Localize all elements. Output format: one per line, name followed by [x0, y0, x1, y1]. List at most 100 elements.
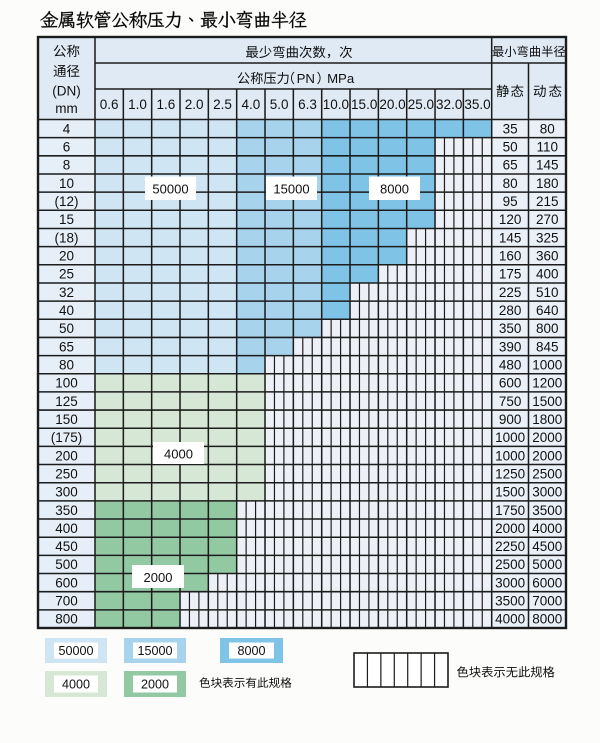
svg-text:125: 125 [55, 394, 78, 409]
svg-text:175: 175 [499, 267, 522, 282]
svg-text:15000: 15000 [273, 182, 309, 197]
svg-text:8: 8 [63, 158, 71, 173]
svg-text:3000: 3000 [495, 575, 525, 590]
svg-text:4500: 4500 [532, 539, 562, 554]
svg-text:80: 80 [59, 357, 74, 372]
svg-text:350: 350 [499, 321, 522, 336]
svg-text:360: 360 [536, 249, 559, 264]
svg-text:35: 35 [503, 121, 518, 136]
svg-text:1750: 1750 [495, 503, 525, 518]
svg-text:145: 145 [536, 158, 559, 173]
svg-text:10.0: 10.0 [323, 97, 349, 112]
svg-text:5.0: 5.0 [270, 97, 289, 112]
svg-text:160: 160 [499, 249, 522, 264]
svg-text:50: 50 [503, 140, 518, 155]
svg-text:4: 4 [63, 121, 71, 136]
svg-text:(18): (18) [54, 230, 78, 245]
svg-text:5000: 5000 [532, 557, 562, 572]
svg-text:2500: 2500 [495, 557, 525, 572]
svg-text:900: 900 [499, 412, 522, 427]
svg-text:4000: 4000 [532, 521, 562, 536]
svg-text:200: 200 [55, 448, 78, 463]
svg-text:180: 180 [536, 176, 559, 191]
svg-text:2250: 2250 [495, 539, 525, 554]
svg-text:40: 40 [59, 303, 74, 318]
svg-text:400: 400 [536, 267, 559, 282]
svg-text:8000: 8000 [380, 182, 409, 197]
svg-text:mm: mm [55, 101, 78, 116]
svg-text:300: 300 [55, 485, 78, 500]
svg-text:65: 65 [59, 339, 74, 354]
svg-text:640: 640 [536, 303, 559, 318]
svg-text:50000: 50000 [58, 644, 93, 658]
svg-text:280: 280 [499, 303, 522, 318]
svg-text:4000: 4000 [62, 678, 90, 692]
svg-text:110: 110 [536, 140, 558, 155]
svg-text:8000: 8000 [532, 612, 562, 627]
svg-text:3500: 3500 [495, 594, 525, 609]
svg-text:2000: 2000 [495, 521, 525, 536]
svg-text:6.3: 6.3 [298, 97, 317, 112]
svg-text:7000: 7000 [532, 594, 562, 609]
svg-text:25: 25 [59, 267, 74, 282]
svg-text:(DN): (DN) [52, 84, 81, 99]
svg-text:1200: 1200 [532, 376, 562, 391]
svg-text:1.0: 1.0 [128, 97, 147, 112]
svg-text:32.0: 32.0 [436, 97, 462, 112]
svg-text:450: 450 [55, 539, 78, 554]
svg-text:1.6: 1.6 [156, 97, 175, 112]
svg-text:6: 6 [63, 140, 71, 155]
svg-text:325: 325 [536, 230, 559, 245]
svg-text:1500: 1500 [532, 394, 562, 409]
svg-text:PN: PN [297, 71, 315, 86]
svg-text:480: 480 [499, 357, 522, 372]
svg-text:250: 250 [55, 466, 78, 481]
svg-text:32: 32 [59, 285, 74, 300]
svg-text:25.0: 25.0 [408, 97, 434, 112]
svg-text:2000: 2000 [141, 678, 169, 692]
svg-text:50: 50 [59, 321, 74, 336]
svg-text:500: 500 [55, 557, 78, 572]
svg-text:400: 400 [55, 521, 78, 536]
svg-text:270: 270 [536, 212, 559, 227]
svg-text:4000: 4000 [164, 446, 193, 461]
svg-text:80: 80 [540, 121, 555, 136]
svg-text:3500: 3500 [532, 503, 562, 518]
svg-text:2500: 2500 [532, 466, 562, 481]
svg-text:2.0: 2.0 [185, 97, 204, 112]
svg-text:215: 215 [536, 194, 559, 209]
svg-text:95: 95 [503, 194, 518, 209]
svg-text:100: 100 [55, 376, 78, 391]
svg-text:0.6: 0.6 [100, 97, 119, 112]
svg-text:3000: 3000 [532, 485, 562, 500]
svg-text:2000: 2000 [144, 570, 173, 585]
svg-text:10: 10 [59, 176, 74, 191]
svg-text:80: 80 [503, 176, 518, 191]
svg-text:1000: 1000 [495, 430, 525, 445]
svg-text:1000: 1000 [495, 448, 525, 463]
svg-text:65: 65 [503, 158, 518, 173]
svg-text:15.0: 15.0 [351, 97, 377, 112]
svg-text:225: 225 [499, 285, 522, 300]
svg-text:(12): (12) [54, 194, 78, 209]
svg-text:350: 350 [55, 503, 78, 518]
svg-text:1250: 1250 [495, 466, 525, 481]
svg-text:600: 600 [55, 575, 78, 590]
svg-text:750: 750 [499, 394, 522, 409]
svg-text:510: 510 [536, 285, 559, 300]
svg-text:4.0: 4.0 [241, 97, 260, 112]
svg-text:15000: 15000 [137, 644, 172, 658]
svg-text:800: 800 [55, 612, 78, 627]
svg-text:20: 20 [59, 249, 74, 264]
svg-text:390: 390 [499, 339, 522, 354]
svg-text:120: 120 [499, 212, 522, 227]
svg-text:15: 15 [59, 212, 74, 227]
svg-text:6000: 6000 [532, 575, 562, 590]
svg-text:1500: 1500 [495, 485, 525, 500]
svg-text:700: 700 [55, 594, 78, 609]
svg-text:20.0: 20.0 [379, 97, 405, 112]
svg-text:(175): (175) [51, 430, 83, 445]
svg-text:150: 150 [55, 412, 78, 427]
svg-text:800: 800 [536, 321, 559, 336]
svg-text:2.5: 2.5 [213, 97, 232, 112]
